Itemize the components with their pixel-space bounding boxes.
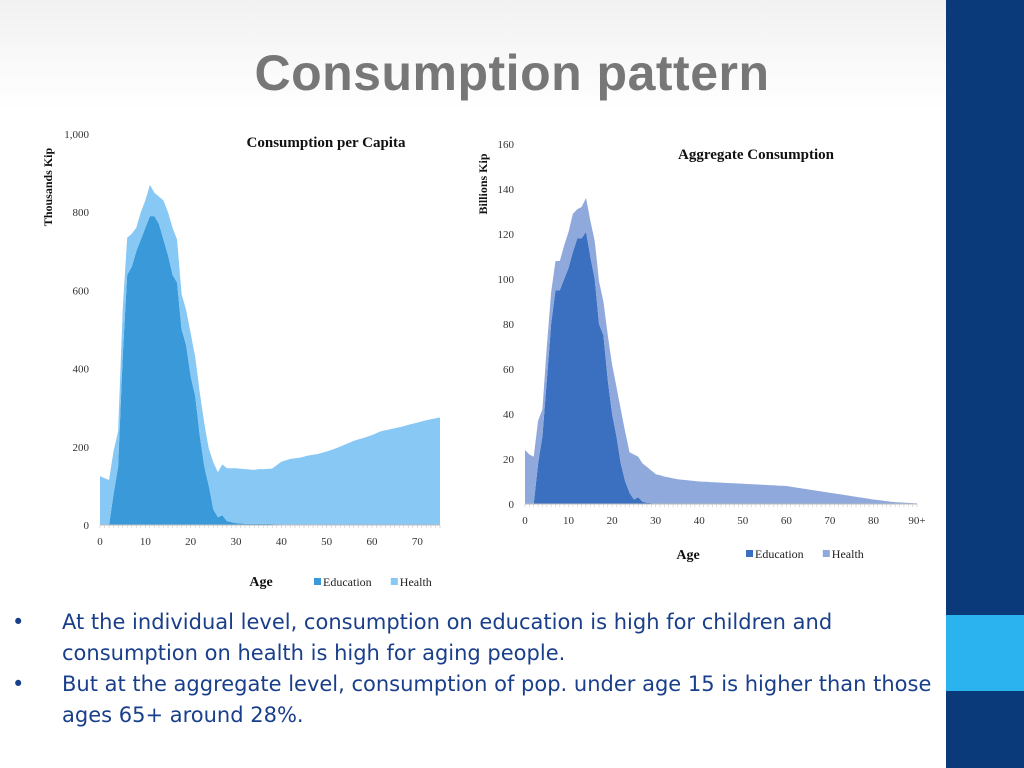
y-tick-label: 0 [84, 520, 90, 532]
x-tick-label: 30 [231, 536, 243, 548]
x-tick-label: 0 [97, 536, 103, 548]
y-tick-label: 200 [73, 442, 90, 454]
y-tick-label: 400 [73, 364, 90, 376]
legend-label-education: Education [323, 575, 372, 589]
x-tick-label: 40 [276, 536, 288, 548]
bullet-item: • But at the aggregate level, consumptio… [0, 669, 946, 731]
x-tick-label: 20 [607, 515, 619, 527]
x-tick-label: 60 [367, 536, 379, 548]
y-tick-label: 20 [503, 454, 515, 466]
x-tick-label: 10 [563, 515, 575, 527]
y-tick-label: 120 [498, 229, 515, 241]
chart-consumption-per-capita: 0 10 20 30 40 50 60 70 0 200 400 600 800 1,000 Consump… [41, 129, 441, 590]
x-tick-label: 20 [185, 536, 197, 548]
legend-swatch-health [822, 550, 830, 557]
legend-label-health: Health [832, 547, 864, 561]
legend-label-health: Health [400, 575, 432, 589]
chart-aggregate-consumption: 0 10 20 30 40 50 60 70 80 90+ 0 20 40 60 80 100 120 140 16… [476, 139, 926, 563]
y-tick-label: 1,000 [64, 129, 89, 141]
legend-label-education: Education [755, 547, 804, 561]
series-area-education [100, 216, 440, 525]
x-tick-label: 70 [824, 515, 836, 527]
y-tick-label: 40 [503, 409, 515, 421]
x-tick-label: 50 [737, 515, 749, 527]
bullet-item: • At the individual level, consumption o… [0, 607, 946, 669]
bullet-text: At the individual level, consumption on … [62, 610, 833, 665]
y-tick-label: 600 [73, 285, 90, 297]
series-area-education [525, 231, 917, 505]
chart-title: Consumption per Capita [247, 135, 406, 151]
legend-swatch-health [390, 578, 398, 585]
x-tick-label: 40 [694, 515, 706, 527]
x-tick-label: 70 [412, 536, 424, 548]
bullet-text: But at the aggregate level, consumption … [62, 672, 932, 727]
legend-swatch-education [746, 550, 753, 557]
x-tick-label: 30 [650, 515, 662, 527]
y-tick-label: 80 [503, 319, 515, 331]
y-tick-label: 0 [509, 499, 515, 511]
x-tick-label: 80 [868, 515, 880, 527]
x-tick-label: 50 [321, 536, 333, 548]
chart-title: Aggregate Consumption [678, 147, 835, 163]
series-area-health [100, 184, 440, 526]
legend-swatch-education [314, 578, 321, 585]
x-tick-label: 60 [781, 515, 793, 527]
y-axis-title: Billions Kip [476, 153, 490, 214]
bullet-list: • At the individual level, consumption o… [0, 607, 946, 731]
x-axis-title: Age [249, 575, 272, 590]
x-axis-title: Age [676, 548, 699, 563]
y-axis-title: Thousands Kip [41, 147, 55, 226]
y-tick-label: 800 [73, 207, 90, 219]
x-tick-label: 90+ [908, 515, 925, 527]
bullet-dot-icon: • [12, 610, 25, 634]
y-tick-label: 100 [498, 274, 515, 286]
series-area-health [525, 198, 917, 504]
bullet-dot-icon: • [12, 672, 25, 696]
right-accent-block [946, 615, 1024, 691]
y-tick-label: 140 [498, 184, 515, 196]
x-tick-label: 0 [522, 515, 528, 527]
x-tick-label: 10 [140, 536, 152, 548]
title-band [0, 0, 946, 110]
page-title: Consumption pattern [254, 45, 770, 101]
y-tick-label: 160 [498, 139, 515, 151]
y-tick-label: 60 [503, 364, 515, 376]
